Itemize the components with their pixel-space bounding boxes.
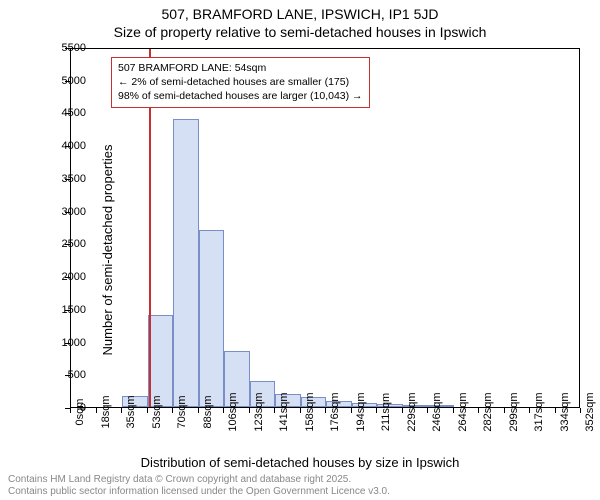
x-tick-label: 141sqm (278, 392, 290, 431)
x-tick-mark (172, 408, 173, 413)
footer-attribution: Contains HM Land Registry data © Crown c… (8, 474, 592, 498)
x-tick-mark (427, 408, 428, 413)
x-tick-label: 88sqm (202, 395, 214, 428)
annotation-line: ← 2% of semi-detached houses are smaller… (118, 75, 363, 89)
x-axis-label: Distribution of semi-detached houses by … (0, 455, 600, 470)
x-tick-label: 317sqm (533, 392, 545, 431)
x-tick-mark (453, 408, 454, 413)
y-tick-mark (65, 310, 70, 311)
chart-title-address: 507, BRAMFORD LANE, IPSWICH, IP1 5JD (0, 6, 600, 22)
x-tick-label: 352sqm (584, 392, 596, 431)
x-tick-label: 246sqm (431, 392, 443, 431)
x-tick-mark (402, 408, 403, 413)
footer-line: Contains HM Land Registry data © Crown c… (8, 474, 592, 486)
x-tick-mark (351, 408, 352, 413)
x-tick-mark (529, 408, 530, 413)
x-tick-label: 53sqm (151, 395, 163, 428)
y-tick-mark (65, 146, 70, 147)
y-tick-mark (65, 48, 70, 49)
x-tick-label: 211sqm (380, 393, 392, 431)
annotation-line: 98% of semi-detached houses are larger (… (118, 89, 363, 103)
x-tick-mark (249, 408, 250, 413)
x-tick-mark (504, 408, 505, 413)
x-tick-label: 123sqm (253, 392, 265, 431)
plot-area: 507 BRAMFORD LANE: 54sqm ← 2% of semi-de… (70, 48, 580, 408)
x-tick-label: 194sqm (355, 392, 367, 431)
x-tick-label: 0sqm (74, 399, 86, 426)
x-tick-label: 70sqm (176, 395, 188, 428)
x-tick-mark (274, 408, 275, 413)
annotation-line: 507 BRAMFORD LANE: 54sqm (118, 61, 363, 75)
x-tick-mark (300, 408, 301, 413)
x-tick-label: 334sqm (559, 392, 571, 431)
x-tick-label: 158sqm (304, 392, 316, 431)
y-tick-mark (65, 244, 70, 245)
x-tick-mark (223, 408, 224, 413)
chart-container: 507, BRAMFORD LANE, IPSWICH, IP1 5JD Siz… (0, 0, 600, 500)
x-tick-mark (70, 408, 71, 413)
x-tick-mark (325, 408, 326, 413)
chart-title-desc: Size of property relative to semi-detach… (0, 24, 600, 40)
annotation-box: 507 BRAMFORD LANE: 54sqm ← 2% of semi-de… (111, 57, 370, 108)
y-tick-mark (65, 81, 70, 82)
y-tick-mark (65, 277, 70, 278)
histogram-bar (199, 230, 225, 407)
x-tick-mark (376, 408, 377, 413)
histogram-bar (148, 315, 174, 407)
x-tick-mark (121, 408, 122, 413)
x-tick-label: 106sqm (227, 392, 239, 431)
y-tick-mark (65, 343, 70, 344)
y-tick-mark (65, 212, 70, 213)
x-tick-label: 176sqm (329, 392, 341, 431)
x-tick-label: 282sqm (482, 392, 494, 431)
x-tick-label: 18sqm (100, 395, 112, 428)
x-tick-label: 264sqm (457, 392, 469, 431)
y-tick-mark (65, 113, 70, 114)
x-tick-mark (478, 408, 479, 413)
y-tick-mark (65, 179, 70, 180)
x-tick-label: 35sqm (125, 395, 137, 428)
y-tick-mark (65, 375, 70, 376)
x-tick-mark (198, 408, 199, 413)
x-tick-mark (147, 408, 148, 413)
histogram-bar (173, 119, 199, 407)
x-tick-mark (555, 408, 556, 413)
footer-line: Contains public sector information licen… (8, 486, 592, 498)
x-tick-mark (96, 408, 97, 413)
x-tick-mark (580, 408, 581, 413)
x-tick-label: 299sqm (508, 392, 520, 431)
x-tick-label: 229sqm (406, 392, 418, 431)
